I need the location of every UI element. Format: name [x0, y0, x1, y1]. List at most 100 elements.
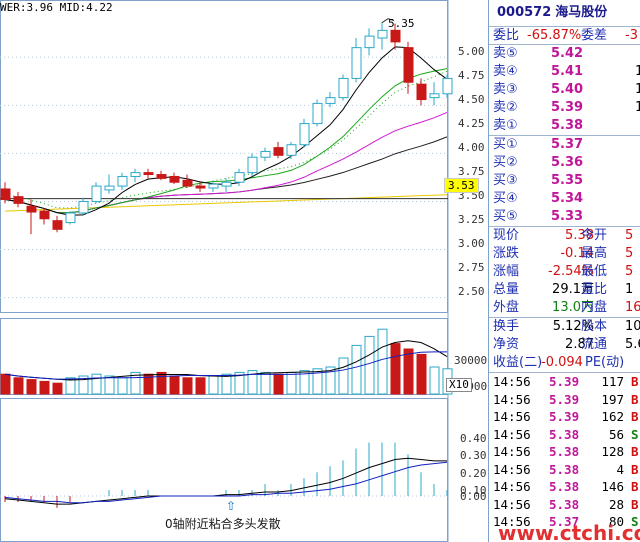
candle-down: [416, 83, 427, 101]
price-tick: 3.75: [458, 165, 485, 178]
book-label: 买⑤: [493, 209, 518, 224]
book-label: 买①: [493, 137, 518, 152]
tick-price: 5.38: [549, 444, 580, 459]
candle-up: [78, 200, 89, 214]
macd-annotation: 0轴附近粘合多头发散: [162, 515, 284, 532]
volume-bar: [364, 335, 375, 395]
peak-marker: [381, 18, 395, 24]
tick-time: 14:56: [493, 461, 531, 477]
volume-bar: [221, 373, 232, 395]
tick-row: 14:56 5.39 117 B: [489, 373, 640, 391]
stat-label: 涨幅: [493, 264, 520, 279]
stat-label: 内盘: [581, 300, 608, 315]
stat-label: 今开: [581, 228, 608, 243]
book-price: 5.40: [551, 82, 584, 97]
stat-label: 量比: [581, 282, 608, 297]
tick-volume: 56: [608, 426, 624, 442]
candle-up: [286, 144, 297, 156]
tick-volume: 197: [601, 391, 624, 407]
book-label: 卖⑤: [493, 46, 518, 61]
volume-bar: [65, 377, 76, 395]
stat-label: 总量: [493, 282, 520, 297]
bid-row: 买③ 5.35: [489, 172, 640, 190]
tick-side: S: [631, 426, 639, 442]
price-tick: 4.50: [458, 93, 485, 106]
tick-side: B: [631, 374, 639, 389]
stat-value: 5: [625, 228, 634, 243]
stock-code: 000572: [497, 5, 552, 20]
stat-row: 涨幅 -2.54% 最低 5: [489, 263, 640, 281]
book-price: 5.37: [551, 137, 584, 152]
candle-up: [130, 172, 141, 177]
volume-tick: 30000: [454, 354, 488, 367]
tick-time: 14:56: [493, 409, 531, 424]
price-tick: 2.75: [458, 261, 485, 274]
bid-book: 买① 5.37 买② 5.36 买③ 5.35 买④ 5.34 买⑤ 5.33: [489, 135, 640, 226]
tick-list[interactable]: 14:56 5.39 117 B 14:56 5.39 197 B 14:56 5.39 162 B 1…: [489, 372, 640, 531]
book-price: 5.34: [551, 191, 584, 206]
volume-ma5-line: [4, 340, 448, 381]
macd-tick: 0.00: [460, 490, 487, 503]
tick-time: 14:56: [493, 426, 531, 442]
stat-value: -2.54%: [548, 264, 594, 279]
candle-down: [390, 29, 401, 43]
candle-up: [221, 181, 232, 187]
volume-bar: [325, 366, 336, 395]
tick-row: 14:56 5.39 162 B: [489, 408, 640, 426]
volume-bar: [117, 377, 128, 395]
ask-row: 卖⑤ 5.42: [489, 45, 640, 63]
volume-bar: [26, 379, 37, 395]
volume-bar: [91, 373, 102, 395]
tick-time: 14:56: [493, 479, 531, 494]
indicator-header: WER:3.96 MID:4.22: [0, 1, 113, 14]
volume-bar: [377, 328, 388, 395]
candle-up: [429, 93, 440, 99]
kline-chart-area[interactable]: WER:3.96 MID:4.22 5.35 5.00 4.75 4.50 4.…: [0, 0, 488, 542]
book-volume: 1: [635, 99, 640, 117]
volume-multiplier-badge[interactable]: X10: [446, 378, 472, 392]
stat-value: 13.0万: [552, 300, 594, 315]
volume-bar: [260, 371, 271, 395]
volume-ma10-line: [4, 351, 447, 380]
stat-label: 换手: [493, 319, 520, 334]
candle-up: [65, 212, 76, 224]
volume-bar: [52, 382, 63, 395]
tick-price: 5.38: [549, 461, 580, 477]
stock-header[interactable]: 000572 海马股份: [489, 0, 640, 26]
stat-label: 股本: [581, 319, 608, 334]
tick-price: 5.38: [549, 479, 580, 494]
stat-label: 流通: [581, 337, 608, 352]
bid-row: 买② 5.36: [489, 154, 640, 172]
stats-block: 现价 5.38 今开 5 涨跌 -0.14 最高 5 涨幅 -2.54% 最低 5 总量 29.1万 量比 1…: [489, 226, 640, 317]
kline-svg: [0, 0, 453, 542]
candle-up: [325, 97, 336, 104]
volume-bar: [312, 368, 323, 395]
price-tick: 4.00: [458, 141, 485, 154]
candle-up: [351, 47, 362, 79]
candle-up: [299, 123, 310, 146]
price-tick: 4.75: [458, 69, 485, 82]
ask-row: 卖③ 5.40 1: [489, 81, 640, 99]
candle-down: [26, 205, 37, 213]
stat-label: 现价: [493, 228, 520, 243]
tick-row: 14:56 5.38 146 B: [489, 478, 640, 496]
book-label: 买④: [493, 191, 518, 206]
tick-volume: 128: [601, 444, 624, 459]
quote-panel: 000572 海马股份 委比 -65.87% 委差 -3 卖⑤ 5.42 卖④ 5.41…: [488, 0, 640, 542]
price-tick: 3.00: [458, 237, 485, 250]
tick-side: B: [631, 409, 639, 424]
weicha-value: -3: [625, 28, 638, 43]
book-label: 买②: [493, 155, 518, 170]
stat-label: 净资: [493, 337, 520, 352]
volume-bar: [286, 371, 297, 395]
volume-bar: [416, 353, 427, 395]
candle-up: [377, 29, 388, 39]
tick-price: 5.39: [549, 374, 580, 389]
candle-down: [0, 188, 11, 201]
up-arrow-icon: ⇧: [226, 499, 237, 513]
tick-side: S: [631, 514, 639, 529]
volume-bar: [403, 348, 414, 395]
volume-bar: [143, 373, 154, 395]
